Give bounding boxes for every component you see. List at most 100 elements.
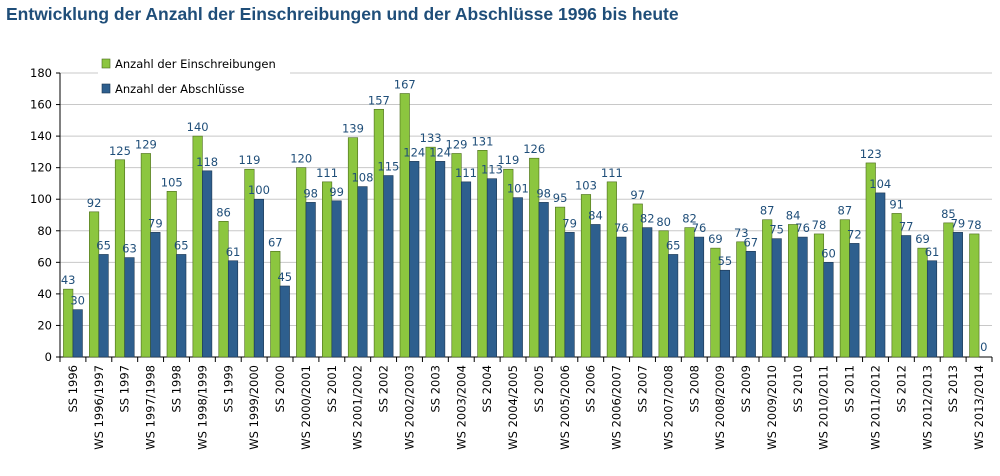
legend-swatch-abschluesse	[101, 83, 111, 94]
bar-einschreibungen	[788, 224, 799, 358]
legend-label-abschluesse: Anzahl der Abschlüsse	[115, 82, 244, 96]
y-tick-label: 0	[45, 350, 52, 364]
bar-einschreibungen	[425, 146, 436, 358]
data-label: 79	[562, 216, 577, 230]
bar-abschluesse	[383, 175, 394, 358]
bar-einschreibungen	[322, 181, 333, 358]
data-label: 140	[187, 120, 209, 134]
data-label: 108	[351, 171, 373, 185]
data-label: 86	[216, 205, 231, 219]
data-label: 92	[87, 196, 102, 210]
data-label: 111	[601, 166, 623, 180]
data-label: 65	[96, 238, 111, 252]
data-label: 78	[812, 218, 827, 232]
bar-abschluesse	[642, 227, 653, 358]
data-label: 129	[135, 137, 157, 151]
data-label: 119	[238, 153, 260, 167]
data-label: 98	[303, 186, 318, 200]
data-label: 77	[899, 220, 914, 234]
bar-abschluesse	[616, 236, 627, 358]
data-label: 55	[718, 254, 733, 268]
data-label: 131	[471, 134, 493, 148]
data-label: 124	[429, 145, 451, 159]
data-label: 79	[951, 216, 966, 230]
data-label: 61	[925, 245, 940, 259]
data-label: 72	[847, 227, 862, 241]
legend-label-einschreibungen: Anzahl der Einschreibungen	[115, 57, 276, 71]
data-label: 101	[507, 182, 529, 196]
bar-abschluesse	[693, 236, 705, 358]
data-label: 0	[980, 340, 987, 354]
bar-einschreibungen	[969, 233, 980, 358]
bar-einschreibungen	[891, 213, 902, 358]
bar-abschluesse	[357, 186, 368, 358]
data-label: 99	[329, 185, 344, 199]
bar-abschluesse	[305, 202, 316, 358]
x-tick-label: WS 1998/1999	[195, 365, 209, 450]
x-tick-label: SS 2007	[636, 365, 650, 413]
bar-abschluesse	[590, 224, 601, 358]
data-label: 76	[692, 221, 707, 235]
x-tick-label: SS 1998	[170, 365, 184, 413]
data-label: 120	[290, 152, 312, 166]
bar-abschluesse	[719, 269, 730, 358]
data-label: 73	[734, 226, 749, 240]
data-label: 82	[682, 212, 697, 226]
y-tick-label: 20	[37, 318, 52, 332]
data-label: 79	[148, 216, 163, 230]
data-label: 63	[122, 242, 137, 256]
bar-einschreibungen	[373, 108, 384, 358]
data-label: 139	[342, 122, 364, 136]
x-tick-label: SS 2013	[946, 365, 960, 413]
bar-einschreibungen	[762, 219, 773, 358]
bar-einschreibungen	[943, 222, 954, 358]
x-tick-label: SS 2001	[325, 365, 339, 413]
bar-abschluesse	[849, 243, 860, 358]
x-tick-label: WS 1999/2000	[247, 365, 261, 450]
bar-einschreibungen	[736, 241, 747, 358]
bars	[63, 93, 980, 358]
data-label: 69	[708, 232, 723, 246]
x-tick-label: SS 2005	[532, 365, 546, 413]
data-label: 123	[860, 147, 882, 161]
bar-einschreibungen	[451, 153, 462, 358]
bar-abschluesse	[745, 250, 756, 358]
data-label: 95	[553, 191, 568, 205]
bar-einschreibungen	[140, 153, 151, 358]
bar-abschluesse	[98, 254, 109, 358]
data-label: 75	[769, 223, 784, 237]
bar-einschreibungen	[399, 93, 410, 358]
data-label: 65	[174, 238, 189, 252]
data-label: 100	[248, 183, 270, 197]
data-label: 91	[889, 197, 904, 211]
y-tick-label: 140	[30, 129, 52, 143]
data-label: 69	[915, 232, 930, 246]
data-label: 115	[377, 160, 399, 174]
data-label: 87	[838, 204, 853, 218]
bar-abschluesse	[227, 260, 239, 358]
x-tick-label: WS 2010/2011	[817, 365, 831, 450]
bar-abschluesse	[668, 254, 679, 358]
bar-einschreibungen	[684, 227, 695, 358]
y-tick-label: 40	[37, 287, 52, 301]
data-label: 84	[588, 208, 603, 222]
data-label: 98	[536, 186, 551, 200]
bar-einschreibungen	[89, 211, 100, 358]
legend-swatch-einschreibungen	[101, 58, 111, 69]
bar-einschreibungen	[503, 168, 514, 358]
y-tick-label: 160	[30, 98, 52, 112]
x-tick-label: SS 2012	[894, 365, 908, 413]
axes	[56, 72, 993, 362]
data-label: 125	[109, 144, 131, 158]
chart-title: Entwicklung der Anzahl der Einschreibung…	[6, 4, 679, 24]
data-label: 113	[481, 163, 503, 177]
bar-abschluesse	[771, 238, 782, 358]
bar-abschluesse	[279, 285, 290, 358]
y-tick-label: 120	[30, 161, 52, 175]
bar-abschluesse	[150, 232, 161, 358]
bar-abschluesse	[486, 178, 497, 358]
x-tick-label: WS 2005/2006	[558, 365, 572, 450]
x-tick-label: WS 2011/2012	[869, 365, 883, 450]
x-tick-label: WS 2008/2009	[713, 365, 727, 450]
y-tick-label: 60	[37, 255, 52, 269]
